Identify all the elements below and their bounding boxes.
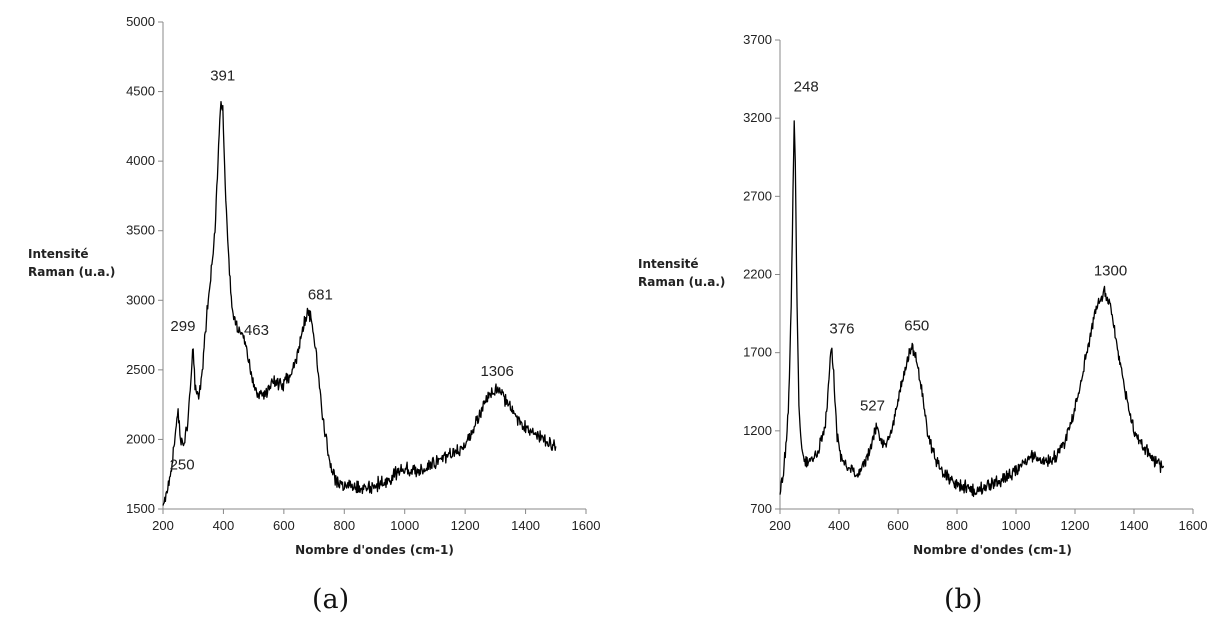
peak-label: 376: [829, 321, 854, 338]
y-tick-label: 3700: [743, 32, 772, 47]
y-axis-label-line2: Raman (u.a.): [638, 275, 726, 289]
peak-label: 250: [170, 457, 195, 474]
y-axis-label-line1: Intensité: [638, 257, 699, 271]
spectrum-line: [779, 120, 1165, 498]
y-tick-label: 5000: [126, 14, 155, 29]
peak-label: 650: [904, 317, 929, 334]
x-tick-label: 600: [273, 518, 295, 533]
peak-label: 1306: [480, 363, 513, 380]
x-tick-label: 1600: [572, 518, 601, 533]
chart-panel-b: 700 1200 1700 2200 2700 3200 3700 200 400 600 800 1…: [606, 0, 1213, 619]
y-tick-label: 3500: [126, 223, 155, 238]
x-tick-label: 1000: [1002, 518, 1031, 533]
y-tick-label: 4500: [126, 84, 155, 99]
y-axis-label-b: Intensité Raman (u.a.): [638, 255, 725, 291]
y-tick-label: 1500: [126, 501, 155, 516]
y-tick-label: 2500: [126, 362, 155, 377]
y-tick-label: 4000: [126, 153, 155, 168]
x-tick-label: 400: [213, 518, 235, 533]
y-axis-label-line1: Intensité: [28, 247, 89, 261]
y-tick-label: 3000: [126, 292, 155, 307]
y-tick-label: 2200: [743, 267, 772, 282]
spectrum-line: [162, 100, 557, 506]
x-tick-label: 1200: [1061, 518, 1090, 533]
x-tick-label: 1000: [390, 518, 419, 533]
x-tick-label: 1400: [511, 518, 540, 533]
y-tick-label: 700: [750, 501, 772, 516]
y-axis-label-a: Intensité Raman (u.a.): [28, 245, 115, 281]
x-tick-label: 800: [333, 518, 355, 533]
y-tick-label: 2700: [743, 188, 772, 203]
peak-label: 527: [860, 398, 885, 415]
peak-label: 1300: [1094, 263, 1127, 280]
peak-label: 463: [244, 322, 269, 339]
chart-panel-a: 1500 2000 2500 3000 3500 4000 4500 5000 200 400 60…: [0, 0, 606, 619]
raman-chart-b: 700 1200 1700 2200 2700 3200 3700 200 400 600 800 1…: [743, 32, 1208, 557]
x-tick-label: 600: [887, 518, 909, 533]
caption-a: (a): [312, 584, 350, 615]
y-tick-label: 1700: [743, 345, 772, 360]
y-tick-label: 2000: [126, 431, 155, 446]
x-tick-label: 1200: [451, 518, 480, 533]
x-axis-label: Nombre d'ondes (cm-1): [295, 543, 454, 557]
x-axis-label: Nombre d'ondes (cm-1): [913, 543, 1072, 557]
peak-label: 391: [210, 68, 235, 85]
x-tick-label: 800: [946, 518, 968, 533]
raman-chart-a: 1500 2000 2500 3000 3500 4000 4500 5000 200 400 60…: [126, 14, 601, 557]
x-tick-label: 200: [769, 518, 791, 533]
y-tick-label: 3200: [743, 110, 772, 125]
y-axis-label-line2: Raman (u.a.): [28, 265, 116, 279]
x-tick-label: 1600: [1179, 518, 1208, 533]
peak-label: 681: [308, 286, 333, 303]
peak-label: 299: [170, 318, 195, 335]
caption-b: (b): [944, 584, 983, 615]
x-tick-label: 1400: [1120, 518, 1149, 533]
peak-label: 248: [794, 78, 819, 95]
x-tick-label: 400: [828, 518, 850, 533]
y-tick-label: 1200: [743, 423, 772, 438]
x-tick-label: 200: [152, 518, 174, 533]
